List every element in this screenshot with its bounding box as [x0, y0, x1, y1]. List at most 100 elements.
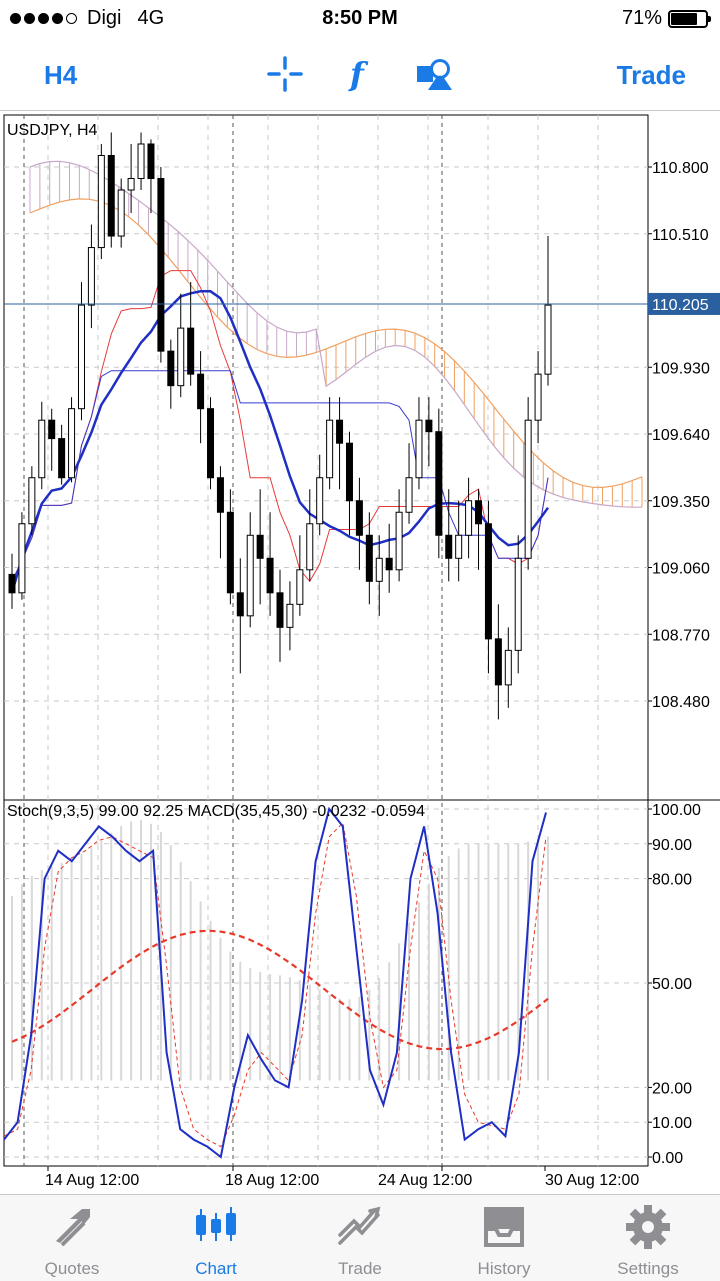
candle	[524, 397, 532, 570]
status-bar: Digi 4G 8:50 PM 71%	[0, 0, 720, 38]
chart-candles-icon	[196, 1207, 236, 1241]
trade-trend-icon	[338, 1206, 381, 1245]
tab-trade-label: Trade	[338, 1259, 382, 1278]
price-axis-label: 109.060	[652, 561, 710, 578]
candle	[38, 401, 46, 490]
candle	[8, 553, 16, 609]
candle-body	[316, 477, 324, 525]
time-axis-label: 30 Aug 12:00	[545, 1172, 639, 1189]
chart-toolbar: H4 f Trade	[0, 38, 720, 111]
candle	[147, 139, 155, 214]
candle-body	[127, 178, 135, 191]
candle	[385, 523, 393, 593]
candle-body	[256, 534, 264, 559]
price-axis-label: 110.800	[652, 160, 709, 177]
gear-icon	[626, 1205, 670, 1249]
osc-axis-label: 0.00	[652, 1150, 683, 1167]
candle-body	[375, 557, 383, 582]
chart-canvas[interactable]: 110.800 110.510 109.930 109.640 109.350 109.0…	[0, 111, 720, 1194]
candle	[97, 143, 105, 260]
candle-body	[395, 511, 403, 571]
candle	[157, 167, 165, 363]
candle-body	[534, 373, 542, 421]
candle	[336, 397, 344, 490]
candle	[395, 489, 403, 582]
battery-percent: 71%	[621, 7, 662, 29]
macd-signal-line	[11, 929, 549, 1051]
candle-body	[197, 373, 205, 410]
osc-axis-label: 80.00	[652, 872, 692, 889]
candle	[137, 132, 145, 191]
tab-trade[interactable]: Trade	[288, 1195, 432, 1281]
candle	[266, 512, 274, 616]
candle-body	[246, 534, 254, 617]
candle-body	[68, 408, 76, 479]
indicator-caption: Stoch(9,3,5) 99.00 92.25 MACD(35,45,30) …	[7, 803, 425, 820]
candle-body	[355, 500, 363, 536]
tab-settings-label: Settings	[617, 1259, 679, 1278]
tab-settings[interactable]: Settings	[576, 1195, 720, 1281]
osc-axis-label: 20.00	[652, 1080, 692, 1097]
candle-body	[226, 511, 234, 594]
candle	[306, 489, 314, 582]
candle-body	[415, 419, 423, 479]
tab-chart[interactable]: Chart	[144, 1195, 288, 1281]
price-axis-label: 109.350	[652, 494, 710, 511]
candle	[484, 500, 492, 674]
battery-icon	[668, 9, 711, 28]
time-axis-label: 18 Aug 12:00	[225, 1172, 319, 1189]
candle	[435, 408, 443, 559]
candle	[127, 143, 135, 214]
candle	[216, 466, 224, 559]
tab-bar: Quotes Chart Trade History Settings	[0, 1194, 720, 1281]
status-right: 71%	[621, 7, 711, 30]
objects-icon[interactable]	[414, 54, 454, 94]
osc-axis-label: 50.00	[652, 976, 692, 993]
candle-body	[504, 649, 512, 686]
candle	[167, 339, 175, 409]
candle-body	[465, 500, 473, 536]
candle	[117, 178, 125, 248]
clock: 8:50 PM	[322, 7, 398, 29]
price-axis-label: 108.480	[652, 694, 710, 711]
senkou-span-a	[29, 198, 643, 489]
timeframe-button[interactable]: H4	[44, 60, 78, 90]
candle	[286, 581, 294, 651]
indicators-icon[interactable]: f	[342, 54, 382, 94]
price-chart[interactable]: 110.800 110.510 109.930 109.640 109.350 109.0…	[0, 111, 720, 1194]
candle	[77, 282, 85, 421]
crosshair-icon[interactable]	[265, 54, 305, 94]
candle-body	[345, 442, 353, 502]
tab-quotes[interactable]: Quotes	[0, 1195, 144, 1281]
stochastic-main-line	[3, 806, 547, 1159]
candle	[405, 443, 413, 524]
candle-body	[455, 534, 463, 559]
candle	[475, 489, 483, 570]
candle-body	[435, 431, 443, 536]
candle	[415, 397, 423, 490]
candle-body	[276, 592, 284, 628]
network-type: 4G	[137, 7, 165, 29]
candle-body	[524, 419, 532, 559]
candle	[355, 477, 363, 570]
price-axis-label: 109.640	[652, 427, 710, 444]
history-inbox-icon	[484, 1207, 524, 1247]
candle-body	[405, 477, 413, 513]
candle-body	[97, 154, 105, 249]
candle	[445, 489, 453, 582]
candle-body	[216, 477, 224, 513]
candle	[197, 351, 205, 444]
status-left: Digi 4G	[10, 7, 164, 30]
candle	[207, 397, 215, 490]
time-axis-label: 24 Aug 12:00	[378, 1172, 472, 1189]
chart-title: USDJPY, H4	[7, 122, 98, 139]
candle-body	[58, 438, 66, 479]
trade-button[interactable]: Trade	[616, 60, 686, 90]
tab-history[interactable]: History	[432, 1195, 576, 1281]
current-price-tag	[648, 292, 720, 315]
candle-body	[306, 523, 314, 571]
candle	[107, 132, 115, 248]
carrier-name: Digi	[87, 7, 122, 29]
candle	[514, 535, 522, 674]
candle-body	[484, 523, 492, 640]
